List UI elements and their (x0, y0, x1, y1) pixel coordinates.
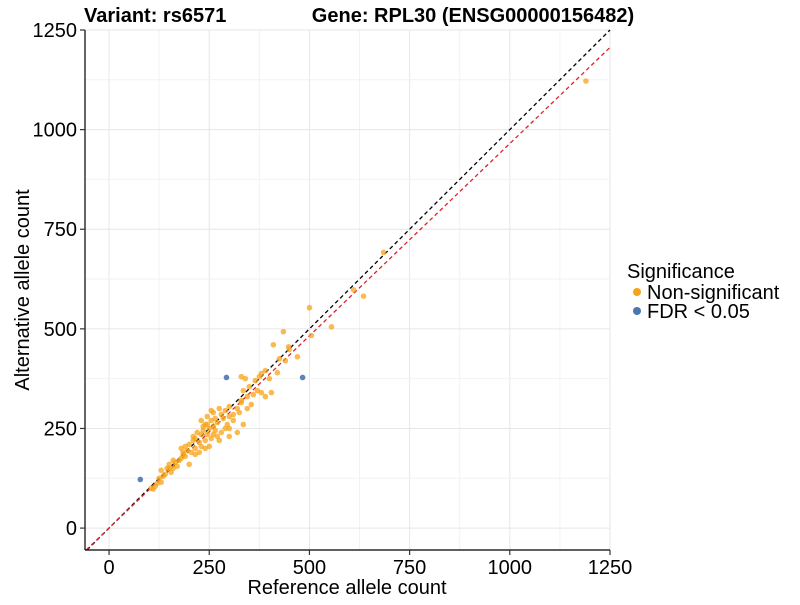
point-non-significant (246, 383, 253, 390)
point-non-significant (306, 304, 313, 311)
point-non-significant (238, 399, 245, 406)
point-non-significant (204, 431, 211, 438)
point-non-significant (240, 421, 247, 428)
point-non-significant (252, 377, 259, 384)
x-tick-label: 1000 (488, 557, 533, 579)
point-non-significant (234, 429, 241, 436)
x-tick-label: 1250 (588, 557, 633, 579)
chart-title-gene: Gene: RPL30 (ENSG00000156482) (312, 5, 634, 27)
point-non-significant (202, 437, 209, 444)
point-non-significant (208, 407, 215, 414)
y-tick-label: 0 (66, 518, 77, 540)
point-non-significant (360, 293, 367, 299)
x-tick-label: 0 (103, 557, 114, 579)
point-non-significant (178, 445, 184, 452)
legend-swatch (633, 288, 641, 296)
point-non-significant (270, 341, 277, 348)
point-non-significant (226, 433, 233, 440)
point-non-significant (226, 403, 233, 410)
point-non-significant (218, 429, 225, 436)
point-non-significant (204, 413, 211, 420)
legend-label: Non-significant (647, 282, 780, 304)
point-non-significant (202, 445, 209, 452)
point-non-significant (212, 415, 219, 422)
point-non-significant (226, 413, 233, 420)
point-non-significant (240, 387, 247, 394)
legend-label: FDR < 0.05 (647, 301, 750, 323)
point-non-significant (583, 78, 589, 84)
x-tick-label: 500 (293, 557, 326, 579)
point-non-significant (308, 332, 315, 339)
point-non-significant (166, 461, 172, 468)
point-non-significant (198, 417, 205, 424)
y-tick-label: 250 (44, 418, 77, 440)
point-non-significant (282, 357, 289, 364)
point-non-significant (258, 389, 265, 396)
point-non-significant (216, 405, 223, 412)
legend-swatch (633, 307, 641, 315)
point-non-significant (204, 421, 211, 428)
point-non-significant (192, 445, 199, 452)
y-tick-label: 1250 (33, 20, 78, 42)
legend-title: Significance (627, 261, 735, 283)
point-non-significant (294, 353, 301, 360)
point-fdr-significant (223, 374, 230, 381)
point-non-significant (274, 369, 281, 376)
point-non-significant (242, 375, 249, 382)
point-non-significant (380, 249, 387, 256)
point-non-significant (248, 401, 255, 408)
point-non-significant (230, 417, 237, 424)
point-non-significant (194, 429, 201, 436)
point-non-significant (210, 423, 217, 430)
point-non-significant (244, 393, 251, 400)
point-non-significant (196, 449, 203, 456)
point-non-significant (276, 355, 283, 362)
point-non-significant (256, 373, 263, 380)
y-tick-label: 1000 (33, 120, 78, 142)
point-non-significant (236, 409, 243, 416)
point-non-significant (286, 346, 293, 353)
point-non-significant (250, 391, 257, 398)
point-non-significant (218, 411, 225, 418)
x-tick-label: 750 (393, 557, 426, 579)
axes: 0 250 500 750 1000 1250 0 250 500 750 1000 1250 (33, 20, 633, 579)
point-non-significant (216, 437, 223, 444)
point-non-significant (280, 328, 287, 335)
point-non-significant (262, 393, 269, 400)
chart-title-variant: Variant: rs6571 (84, 5, 226, 27)
y-axis-title: Alternative allele count (12, 189, 34, 391)
point-non-significant (266, 375, 273, 382)
data-points (137, 78, 589, 492)
point-non-significant (244, 405, 251, 412)
y-tick-label: 750 (44, 219, 77, 241)
point-non-significant (192, 435, 199, 442)
point-non-significant (150, 486, 156, 492)
y-tick-label: 500 (44, 319, 77, 341)
point-non-significant (350, 287, 357, 293)
point-non-significant (158, 467, 164, 474)
grid (85, 29, 611, 550)
point-non-significant (224, 421, 231, 428)
point-non-significant (186, 461, 192, 468)
x-tick-label: 250 (193, 557, 226, 579)
point-non-significant (170, 457, 176, 464)
point-fdr-significant (137, 476, 144, 483)
point-non-significant (170, 465, 176, 472)
point-non-significant (262, 367, 269, 374)
x-axis-title: Reference allele count (247, 577, 446, 599)
point-fdr-significant (299, 374, 306, 381)
point-non-significant (180, 451, 186, 458)
point-non-significant (222, 407, 229, 414)
point-non-significant (268, 389, 275, 396)
point-non-significant (328, 324, 335, 330)
